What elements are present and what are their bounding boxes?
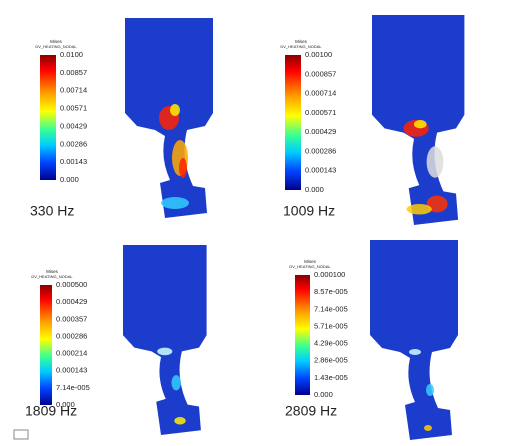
legend-tick-label: 0.000286	[56, 331, 87, 340]
frequency-label: 330 Hz	[30, 203, 74, 219]
legend-tick-label: 4.29e-005	[314, 339, 348, 348]
legend-tick-label: 0.000714	[305, 89, 336, 98]
frequency-label: 1809 Hz	[25, 403, 77, 419]
legend-tick-label: 1.43e-005	[314, 373, 348, 382]
legend-tick-label: 0.00571	[60, 104, 87, 113]
fea-model	[125, 18, 213, 218]
legend-tick-label: 0.000100	[314, 270, 345, 279]
legend-tick-label: 0.000857	[305, 69, 336, 78]
legend-tick-label: 8.57e-005	[314, 287, 348, 296]
legend-tick-label: 0.00714	[60, 86, 87, 95]
legend-tick-label: 0.000286	[305, 146, 336, 155]
hotspot	[179, 158, 187, 178]
hotspot	[426, 384, 434, 396]
fea-model	[123, 245, 207, 435]
colorbar	[40, 285, 52, 405]
legend-tick-label: 0.000143	[56, 366, 87, 375]
legend-tick-label: 0.000	[56, 400, 75, 409]
legend-title: Mises	[304, 259, 317, 264]
frequency-label: 2809 Hz	[285, 403, 337, 419]
hotspot	[170, 104, 180, 116]
hotspot	[174, 416, 186, 425]
colorbar	[40, 55, 56, 180]
hotspot	[157, 347, 173, 356]
legend-subtitle: DV_HEATING_NODAL	[31, 274, 73, 279]
legend-tick-label: 0.000429	[305, 127, 336, 136]
legend-tick-label: 0.000357	[56, 314, 87, 323]
legend-subtitle: DV_HEATING_NODAL	[289, 264, 331, 269]
legend-title: Mises	[50, 39, 63, 44]
model-shape	[372, 15, 465, 225]
hotspot	[414, 119, 427, 129]
hotspot	[424, 425, 432, 431]
legend-tick-label: 0.00143	[60, 157, 87, 166]
hotspot	[406, 203, 432, 215]
model-shape	[123, 245, 207, 435]
legend-tick-label: 0.00286	[60, 139, 87, 148]
legend-title: Mises	[295, 39, 308, 44]
legend-tick-label: 0.000571	[305, 108, 336, 117]
legend-subtitle: DV_HEATING_NODAL	[280, 44, 322, 49]
legend-tick-label: 0.00857	[60, 68, 87, 77]
legend-tick-label: 0.000214	[56, 349, 87, 358]
fea-model	[372, 15, 465, 225]
legend-tick-label: 5.71e-005	[314, 321, 348, 330]
legend-tick-label: 0.0100	[60, 50, 83, 59]
legend-tick-label: 7.14e-005	[56, 383, 90, 392]
fea-model	[370, 240, 458, 440]
hotspot	[161, 197, 189, 209]
legend-tick-label: 0.000	[305, 185, 324, 194]
legend-tick-label: 0.000	[314, 390, 333, 399]
legend-title: Mises	[46, 269, 59, 274]
legend-tick-label: 7.14e-005	[314, 304, 348, 313]
icon	[13, 429, 29, 440]
legend-tick-label: 0.00100	[305, 50, 332, 59]
legend-tick-label: 0.000143	[305, 166, 336, 175]
legend-tick-label: 0.000	[60, 175, 79, 184]
legend-tick-label: 0.000429	[56, 297, 87, 306]
legend-tick-label: 0.00429	[60, 121, 87, 130]
legend-subtitle: DV_HEATING_NODAL	[35, 44, 77, 49]
hotspot	[409, 349, 421, 355]
model-shape	[370, 240, 458, 440]
frequency-label: 1009 Hz	[283, 203, 335, 219]
legend-tick-label: 0.000500	[56, 280, 87, 289]
hotspot	[171, 375, 181, 391]
hotspot	[426, 146, 444, 178]
colorbar	[295, 275, 310, 395]
hotspot	[426, 195, 448, 213]
colorbar	[285, 55, 301, 190]
legend-tick-label: 2.86e-005	[314, 356, 348, 365]
